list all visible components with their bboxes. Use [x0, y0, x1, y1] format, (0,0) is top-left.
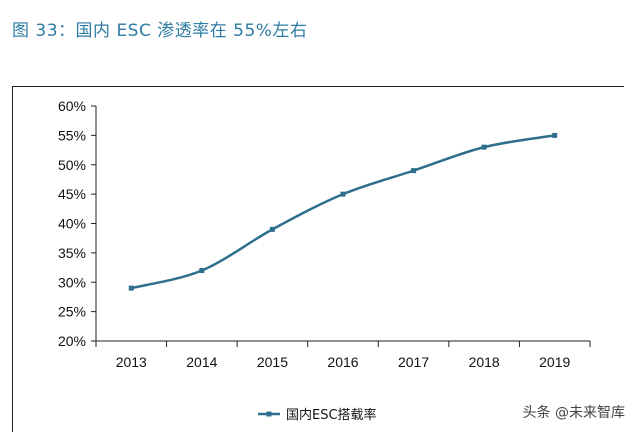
- y-tick-label: 25%: [58, 304, 86, 320]
- y-tick-label: 20%: [58, 333, 86, 349]
- watermark: 头条 @未来智库: [522, 405, 625, 421]
- x-tick-label: 2018: [469, 354, 500, 370]
- data-point: [552, 132, 558, 138]
- data-point: [481, 144, 487, 150]
- data-point: [411, 168, 417, 174]
- data-point: [269, 226, 275, 232]
- y-tick-label: 45%: [58, 186, 86, 202]
- data-point: [340, 191, 346, 197]
- legend-label: 国内ESC搭载率: [286, 407, 377, 423]
- y-tick-label: 40%: [58, 216, 86, 232]
- y-tick-label: 60%: [58, 98, 86, 114]
- y-tick-label: 55%: [58, 127, 86, 143]
- x-tick-label: 2015: [257, 354, 288, 370]
- series-line: [130, 134, 555, 290]
- data-point: [128, 285, 134, 291]
- x-tick-label: 2017: [398, 354, 429, 370]
- x-tick-label: 2016: [327, 354, 358, 370]
- y-tick-label: 35%: [58, 245, 86, 261]
- x-tick-label: 2013: [116, 354, 147, 370]
- x-tick-label: 2019: [539, 354, 570, 370]
- y-tick-label: 50%: [58, 157, 86, 173]
- data-point: [199, 268, 205, 273]
- chart-title: 图 33：国内 ESC 渗透率在 55%左右: [12, 21, 308, 41]
- y-tick-label: 30%: [58, 274, 86, 290]
- x-tick-label: 2014: [186, 354, 217, 370]
- legend-marker: [266, 411, 272, 417]
- chart-frame: [12, 86, 624, 432]
